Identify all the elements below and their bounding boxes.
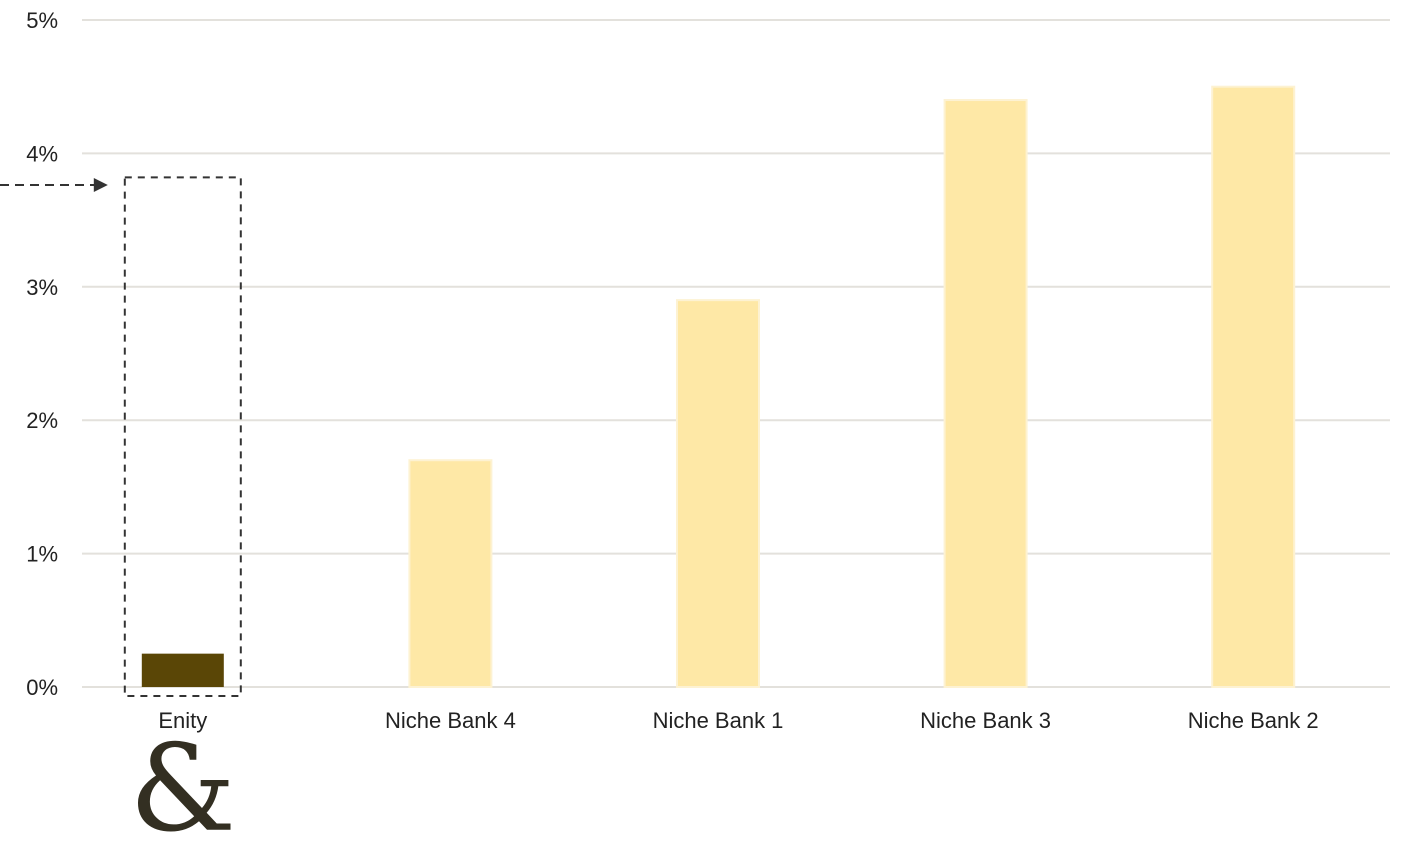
y-tick-label: 2% xyxy=(26,408,58,433)
highlight-annotation xyxy=(0,176,242,698)
y-tick-label: 3% xyxy=(26,275,58,300)
y-axis-tick-labels: 0% 1% 2% 3% 4% 5% xyxy=(26,8,58,700)
y-tick-label: 5% xyxy=(26,8,58,33)
bar xyxy=(1211,85,1296,688)
highlight-dashed-box xyxy=(123,176,242,698)
x-category-label: Enity xyxy=(158,708,207,733)
bar xyxy=(408,459,493,688)
x-category-label: Niche Bank 3 xyxy=(920,708,1051,733)
bar xyxy=(943,99,1028,689)
bar xyxy=(676,299,760,688)
x-category-label: Niche Bank 2 xyxy=(1188,708,1319,733)
highlight-arrow-head-icon xyxy=(93,178,108,192)
y-tick-label: 1% xyxy=(26,542,58,567)
bar-highlighted xyxy=(141,653,224,687)
y-tick-label: 4% xyxy=(26,141,58,166)
x-category-label: Niche Bank 1 xyxy=(653,708,784,733)
ampersand-logo-icon: & xyxy=(129,720,236,843)
x-category-label: Niche Bank 4 xyxy=(385,708,516,733)
x-axis-category-labels: Enity Niche Bank 4 Niche Bank 1 Niche Bank … xyxy=(158,708,1318,733)
bars xyxy=(141,85,1296,689)
y-tick-label: 0% xyxy=(26,675,58,700)
